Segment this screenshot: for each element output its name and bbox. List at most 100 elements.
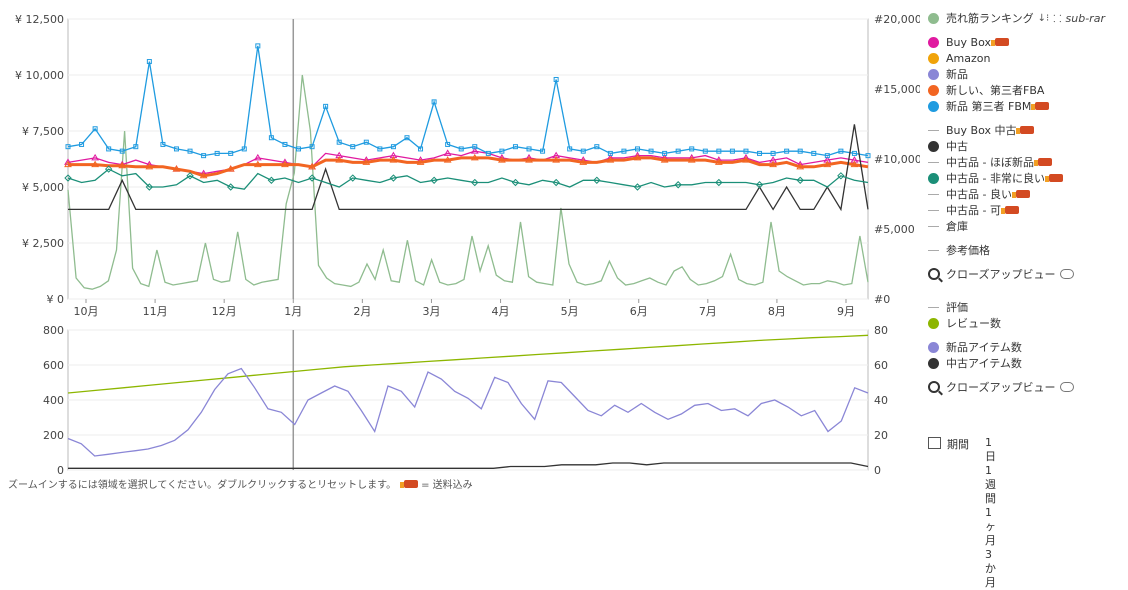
period-3m[interactable]: 3か月	[985, 548, 996, 589]
data-point	[743, 148, 749, 154]
data-point	[716, 148, 722, 154]
toggle-icon[interactable]	[1060, 382, 1075, 392]
legend-new-fbm[interactable]: 新品 第三者 FBM	[928, 98, 1128, 114]
data-point	[675, 148, 681, 154]
data-point	[757, 150, 763, 156]
x-tick-label: 6月	[630, 305, 648, 318]
data-point	[253, 153, 262, 161]
data-point	[186, 172, 194, 180]
y-tick-right: #0	[874, 293, 890, 306]
data-point	[729, 148, 735, 154]
data-point	[552, 156, 561, 163]
legend-used-like-new[interactable]: 中古品 - ほぼ新品	[928, 154, 1128, 170]
data-point	[443, 156, 452, 163]
y-tick-left: ¥ 2,500	[22, 237, 64, 250]
period-selector: 期間 1日 1週間 1ヶ月 3か月	[928, 436, 996, 589]
data-point	[850, 160, 859, 168]
data-point	[714, 158, 723, 165]
data-point	[160, 141, 166, 147]
legend-sales-rank[interactable]: 売れ筋ランキング ↓⁝ ⸬ sub-rar	[928, 10, 1128, 26]
y-tick-left: 600	[43, 359, 64, 372]
data-point	[607, 150, 613, 156]
data-point	[389, 156, 398, 163]
y-tick-right: 80	[874, 324, 888, 337]
data-point	[443, 149, 452, 156]
data-point	[769, 160, 777, 168]
data-point	[823, 160, 832, 168]
data-point	[824, 153, 830, 159]
series-line	[68, 156, 869, 178]
data-point	[606, 156, 615, 163]
legend-new[interactable]: 新品	[928, 66, 1128, 82]
data-point	[390, 144, 396, 150]
keepa-charts[interactable]: ¥ 0 ¥ 2,500 ¥ 5,000 ¥ 7,500 ¥ 10,000 ¥ 12,500…	[0, 0, 920, 476]
data-point	[226, 165, 235, 172]
series-line	[68, 124, 869, 212]
legend-used[interactable]: 中古	[928, 138, 1128, 154]
x-tick-label: 2月	[353, 305, 371, 318]
data-point	[377, 146, 383, 152]
legend-new-item-count[interactable]: 新品アイテム数	[928, 339, 1128, 355]
y-tick-right: #10,000	[874, 153, 920, 166]
legend-buy-box[interactable]: Buy Box	[928, 34, 1128, 50]
magnifier-icon	[928, 268, 940, 280]
data-point	[851, 150, 857, 156]
data-point	[445, 141, 451, 147]
data-point	[499, 148, 505, 154]
period-1m[interactable]: 1ヶ月	[985, 506, 996, 547]
data-point	[145, 162, 154, 170]
data-point	[526, 146, 532, 152]
y-tick-left: ¥ 12,500	[15, 13, 64, 26]
data-point	[579, 158, 588, 165]
data-point	[648, 148, 654, 154]
y-tick-left: 200	[43, 429, 64, 442]
legend-used-very-good[interactable]: 中古品 - 非常に良い	[928, 170, 1128, 186]
y-tick-left: ¥ 0	[47, 293, 65, 306]
data-point	[837, 172, 845, 180]
closeup-view-lower[interactable]: クローズアップビュー	[928, 379, 1128, 395]
x-tick-label: 4月	[492, 305, 510, 318]
magnifier-icon	[928, 381, 940, 393]
legend-reference-price[interactable]: 参考価格	[928, 242, 1128, 258]
legend-new-fba[interactable]: 新しい、第三者FBA	[928, 82, 1128, 98]
legend-warehouse[interactable]: 倉庫	[928, 218, 1128, 234]
data-point	[567, 146, 573, 152]
data-point	[418, 146, 424, 152]
sort-icon[interactable]: ↓⁝	[1037, 12, 1050, 24]
data-point	[687, 156, 696, 163]
data-point	[253, 160, 262, 168]
legend-used-acceptable[interactable]: 中古品 - 可	[928, 202, 1128, 218]
series-line	[67, 168, 869, 190]
upper-price-chart: ¥ 0 ¥ 2,500 ¥ 5,000 ¥ 7,500 ¥ 10,000 ¥ 12,500…	[15, 13, 920, 318]
data-point	[309, 144, 315, 150]
x-tick-label: 12月	[212, 305, 237, 318]
legend-review-count[interactable]: レビュー数	[928, 315, 1128, 331]
data-point	[145, 183, 154, 191]
data-point	[472, 144, 478, 150]
legend-rating[interactable]: 評価	[928, 299, 1128, 315]
period-1w[interactable]: 1週間	[985, 464, 996, 505]
legend-amazon[interactable]: Amazon	[928, 50, 1128, 66]
data-point	[362, 158, 371, 165]
y-tick-right: 60	[874, 359, 888, 372]
legend-used-item-count[interactable]: 中古アイテム数	[928, 355, 1128, 371]
closeup-view-upper[interactable]: クローズアップビュー	[928, 266, 1128, 282]
data-point	[187, 148, 193, 154]
period-1d[interactable]: 1日	[985, 436, 996, 463]
truck-icon	[990, 38, 1009, 46]
data-point	[64, 174, 72, 182]
data-point	[241, 146, 247, 152]
truck-icon	[1033, 158, 1052, 166]
y-tick-left: 800	[43, 324, 64, 337]
series-line	[68, 462, 869, 469]
x-tick-label: 7月	[699, 305, 717, 318]
data-point	[797, 148, 803, 154]
toggle-icon[interactable]	[1060, 269, 1075, 279]
legend-buy-box-used[interactable]: Buy Box 中古	[928, 122, 1128, 138]
legend-used-good[interactable]: 中古品 - 良い	[928, 186, 1128, 202]
data-point	[742, 156, 750, 163]
data-point	[92, 126, 98, 132]
x-tick-label: 3月	[422, 305, 440, 318]
data-point	[119, 148, 125, 154]
x-tick-label: 1月	[284, 305, 302, 318]
